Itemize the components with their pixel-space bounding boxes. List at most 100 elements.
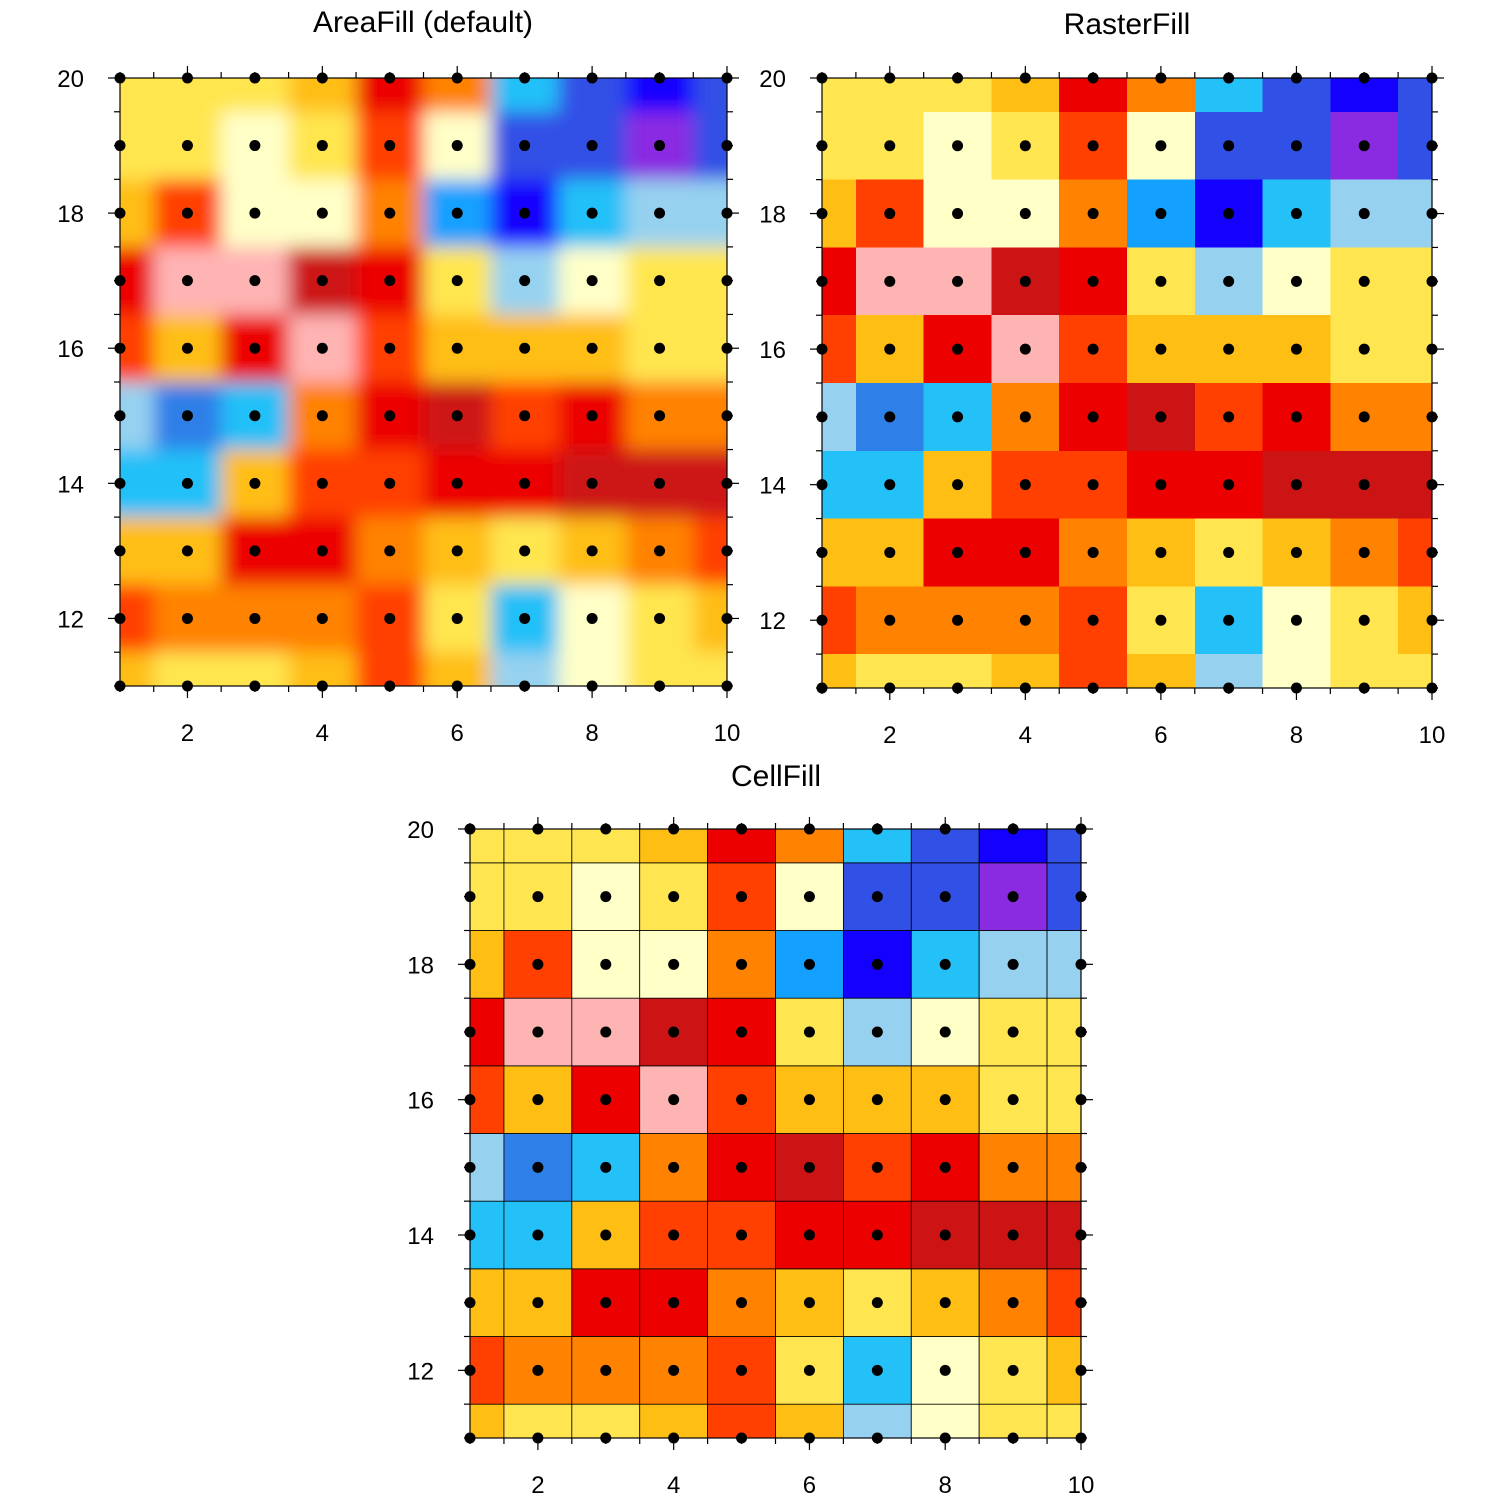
cell <box>639 862 709 931</box>
grid-dot <box>316 545 328 557</box>
ticks-cellfill <box>458 817 1093 1450</box>
y-tick-label: 16 <box>407 1088 434 1115</box>
grid-dot <box>532 1229 544 1241</box>
grid-dot <box>1358 140 1370 152</box>
grid-dot <box>586 342 598 354</box>
cell <box>1398 654 1432 688</box>
grid-dot <box>1087 479 1099 491</box>
cell <box>1127 78 1195 112</box>
grid-dot <box>1290 343 1302 355</box>
grid-dot <box>586 410 598 422</box>
grid-dot <box>884 275 896 287</box>
panel-areafill: AreaFill (default) 2 4 6 8 10 12 14 16 18 20 <box>57 6 740 747</box>
cell <box>1398 518 1432 587</box>
grid-dot <box>249 477 261 489</box>
x-tick-label: 4 <box>667 1472 680 1499</box>
x-tick-label: 10 <box>1419 722 1446 749</box>
grid-dot <box>1007 1026 1019 1038</box>
grid-dot <box>1290 275 1302 287</box>
grid-dot <box>249 275 261 287</box>
grid-dot <box>952 140 964 152</box>
y-tick-label: 14 <box>407 1223 434 1250</box>
grid-dot <box>384 545 396 557</box>
cell <box>153 78 222 112</box>
grid-dot <box>871 1364 883 1376</box>
grid-dot <box>451 275 463 287</box>
grid-dot <box>1007 1364 1019 1376</box>
grid-dot <box>181 342 193 354</box>
x-tick-label: 2 <box>531 1472 544 1499</box>
cell <box>288 78 357 112</box>
grid-dot <box>532 891 544 903</box>
cell <box>120 652 154 686</box>
grid-dot <box>1019 479 1031 491</box>
grid-dot <box>249 612 261 624</box>
cell <box>1046 1336 1081 1405</box>
grid-dot <box>803 1094 815 1106</box>
cell <box>1046 1065 1081 1134</box>
cells-cellfill <box>470 829 1081 1438</box>
grid-dot <box>600 1297 612 1309</box>
grid-dot <box>451 612 463 624</box>
grid-dot <box>532 1297 544 1309</box>
y-tick-label: 20 <box>407 817 434 844</box>
grid-dot <box>1358 479 1370 491</box>
grid-dot <box>451 545 463 557</box>
cell <box>693 314 727 382</box>
cell <box>356 78 424 112</box>
cell <box>470 1200 505 1270</box>
cell <box>1398 247 1432 316</box>
grid-dot <box>654 140 666 152</box>
grid-dot <box>384 410 396 422</box>
grid-dot <box>871 1161 883 1173</box>
y-tick-label: 18 <box>407 952 434 979</box>
grid-dot <box>1087 208 1099 220</box>
grid-dot <box>600 1229 612 1241</box>
grid-dot <box>1155 208 1167 220</box>
grid-dot <box>1007 958 1019 970</box>
grid-dot <box>1290 411 1302 423</box>
cell <box>923 654 992 688</box>
grid-dot <box>871 1094 883 1106</box>
cell <box>775 829 844 864</box>
grid-dot <box>871 1297 883 1309</box>
grid-dot <box>1087 275 1099 287</box>
grid-dot <box>884 614 896 626</box>
cell <box>1398 450 1432 519</box>
cell <box>1330 78 1399 112</box>
grid-dot <box>1223 208 1235 220</box>
cell <box>120 111 154 180</box>
grid-dot <box>600 891 612 903</box>
grid-dot <box>1155 140 1167 152</box>
grid-dot <box>668 1297 680 1309</box>
x-tick-label: 4 <box>316 720 329 747</box>
grid-dot <box>952 208 964 220</box>
cell <box>1398 179 1432 248</box>
grid-dot <box>871 891 883 903</box>
cell <box>693 517 727 585</box>
cell <box>558 652 626 686</box>
grid-dot <box>519 410 531 422</box>
cell <box>120 449 154 518</box>
grid-dot <box>1007 1229 1019 1241</box>
cell <box>991 654 1060 688</box>
cell <box>1059 654 1127 688</box>
cell <box>693 652 727 686</box>
grid-dot <box>249 342 261 354</box>
grid-dot <box>586 207 598 219</box>
cell <box>288 652 357 686</box>
cell <box>470 1336 505 1405</box>
grid-dot <box>249 207 261 219</box>
grid-dot <box>1019 411 1031 423</box>
cell <box>822 586 856 655</box>
grid-dot <box>952 546 964 558</box>
cell <box>558 78 626 112</box>
cell <box>120 246 154 315</box>
panel-title-cellfill: CellFill <box>731 760 821 793</box>
cell <box>822 111 856 180</box>
grid-dot <box>803 1297 815 1309</box>
cell <box>120 314 154 382</box>
grid-dot <box>952 343 964 355</box>
grid-dot <box>736 1364 748 1376</box>
cell <box>1194 654 1263 688</box>
